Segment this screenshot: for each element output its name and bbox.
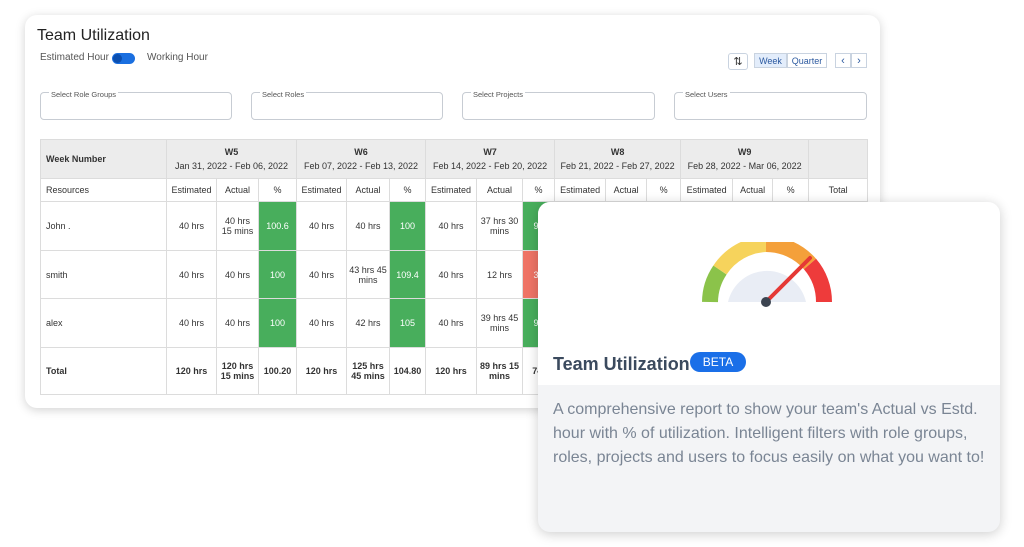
week-dates: Feb 21, 2022 - Feb 27, 2022 (560, 161, 675, 171)
resource-name: John . (40, 201, 167, 251)
percent-cell: 100 (389, 201, 427, 251)
hours-cell: 89 hrs 15 mins (476, 347, 524, 395)
toggle-left-label: Estimated Hour (40, 52, 109, 63)
hours-cell: 40 hrs (296, 298, 348, 348)
hours-cell: 40 hrs (166, 250, 217, 299)
hours-cell: 40 hrs (346, 201, 391, 251)
hours-cell: 40 hrs (166, 201, 217, 251)
beta-badge: BETA (690, 352, 746, 372)
sub-header: Actual (605, 178, 648, 202)
filter-label: Select Roles (260, 90, 307, 99)
percent-cell: 100.6 (257, 201, 298, 251)
sub-header: Estimated (166, 178, 217, 202)
percent-cell: 100 (257, 250, 298, 299)
sub-header: Estimated (296, 178, 348, 202)
total-header: Total (808, 178, 869, 202)
percent-cell: 104.80 (389, 347, 427, 395)
percent-cell: 105 (389, 298, 427, 348)
hours-cell: 40 hrs (425, 201, 478, 251)
gauge-icon (702, 242, 833, 307)
week-header: W5 Jan 31, 2022 - Feb 06, 2022 (165, 139, 298, 179)
hours-cell: 40 hrs (425, 250, 478, 299)
sub-header: Estimated (425, 178, 478, 202)
toggle-right-label: Working Hour (147, 52, 208, 63)
week-header: W8 Feb 21, 2022 - Feb 27, 2022 (554, 139, 682, 179)
week-dates: Feb 14, 2022 - Feb 20, 2022 (433, 161, 548, 171)
week-label: W7 (483, 147, 497, 157)
week-dates: Feb 07, 2022 - Feb 13, 2022 (303, 161, 419, 171)
hours-cell: 40 hrs 15 mins (216, 201, 259, 251)
week-header: W9 Feb 28, 2022 - Mar 06, 2022 (680, 139, 810, 179)
next-button[interactable]: › (851, 53, 867, 68)
filter-box[interactable]: Select Users (674, 90, 867, 120)
week-header: W7 Feb 14, 2022 - Feb 20, 2022 (425, 139, 556, 179)
filter-box[interactable]: Select Roles (251, 90, 443, 120)
hours-cell: 120 hrs (296, 347, 348, 395)
percent-cell: 109.4 (389, 250, 427, 299)
filter-box[interactable]: Select Projects (462, 90, 655, 120)
week-dates: Feb 28, 2022 - Mar 06, 2022 (687, 161, 802, 171)
sub-header: Actual (216, 178, 259, 202)
hours-cell: 120 hrs (425, 347, 478, 395)
filter-label: Select Users (683, 90, 730, 99)
sub-header: % (257, 178, 298, 202)
sub-header: % (772, 178, 810, 202)
sub-header: Actual (732, 178, 774, 202)
sort-button[interactable]: ⇅ (728, 53, 748, 70)
week-label: W9 (737, 147, 752, 157)
resource-name: Total (40, 347, 167, 395)
quarter-button[interactable]: Quarter (787, 53, 827, 68)
resources-header: Resources (40, 178, 167, 202)
hours-cell: 43 hrs 45 mins (346, 250, 391, 299)
feature-card: Team Utilization BETA A comprehensive re… (538, 202, 1000, 532)
filter-label: Select Role Groups (49, 90, 119, 99)
card-description: A comprehensive report to show your team… (553, 401, 985, 466)
prev-button[interactable]: ‹ (835, 53, 851, 68)
hours-cell: 40 hrs (425, 298, 478, 348)
week-label: W6 (354, 147, 368, 157)
sub-header: % (522, 178, 556, 202)
corner-header: Week Number (40, 139, 167, 179)
filter-box[interactable]: Select Role Groups (40, 90, 232, 120)
resource-name: smith (40, 250, 167, 299)
sub-header: Estimated (680, 178, 734, 202)
hours-cell: 40 hrs (216, 250, 259, 299)
week-label: W8 (610, 147, 625, 157)
panel-title: Team Utilization (37, 27, 150, 44)
week-header: W6 Feb 07, 2022 - Feb 13, 2022 (296, 139, 427, 179)
card-title: Team Utilization (553, 354, 690, 374)
sub-header: % (389, 178, 427, 202)
hours-cell: 40 hrs (166, 298, 217, 348)
sub-header: % (646, 178, 682, 202)
toggle-switch[interactable] (112, 53, 135, 64)
filter-label: Select Projects (471, 90, 526, 99)
hours-cell: 120 hrs 15 mins (216, 347, 259, 395)
percent-cell: 100 (257, 298, 298, 348)
resource-name: alex (40, 298, 167, 348)
sub-header: Actual (346, 178, 391, 202)
hours-cell: 42 hrs (346, 298, 391, 348)
hours-cell: 125 hrs 45 mins (346, 347, 391, 395)
sub-header: Actual (476, 178, 524, 202)
header-row: Week Number W5 Jan 31, 2022 - Feb 06, 2022… (40, 139, 869, 179)
subheader-row: Resources Estimated Actual% Estimated Actual… (40, 178, 869, 202)
hours-cell: 40 hrs (296, 250, 348, 299)
sub-header: Estimated (554, 178, 607, 202)
hours-cell: 40 hrs (296, 201, 348, 251)
hours-cell: 120 hrs (166, 347, 217, 395)
percent-cell: 100.20 (257, 347, 298, 395)
hours-cell: 39 hrs 45 mins (476, 298, 524, 348)
empty-header (808, 139, 869, 179)
hours-cell: 37 hrs 30 mins (476, 201, 524, 251)
week-button[interactable]: Week (754, 53, 787, 68)
week-dates: Jan 31, 2022 - Feb 06, 2022 (174, 161, 289, 171)
hours-cell: 12 hrs (476, 250, 524, 299)
hours-cell: 40 hrs (216, 298, 259, 348)
week-label: W5 (224, 147, 239, 157)
